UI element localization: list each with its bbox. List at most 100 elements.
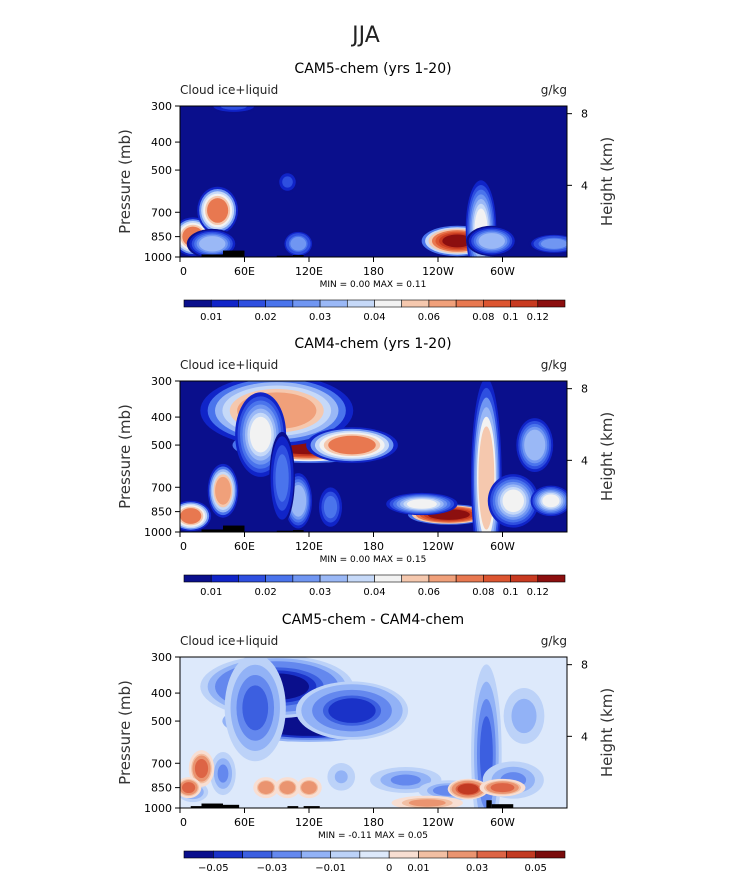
topography-block	[486, 800, 492, 808]
colorbar-swatch	[242, 850, 273, 859]
contour-band	[291, 487, 305, 514]
topography-block	[201, 803, 223, 808]
field-feature	[180, 777, 202, 799]
x-tick-label: 0	[180, 816, 187, 829]
topography-block	[292, 530, 304, 532]
x-tick-label: 60E	[234, 816, 255, 829]
contour-band	[334, 770, 348, 784]
colorbar-swatch	[265, 299, 294, 308]
x-tick-label: 60W	[490, 540, 515, 553]
colorbar-swatch	[300, 850, 331, 859]
y-tick-label: 700	[151, 206, 172, 219]
contour-band	[325, 497, 336, 517]
colorbar-label: 0.03	[309, 312, 331, 323]
colorbar-label: 0.04	[363, 587, 385, 598]
x-tick-label: 120E	[295, 816, 323, 829]
field-feature	[186, 228, 238, 257]
contour-band	[260, 783, 272, 793]
x-tick-label: 180	[363, 540, 384, 553]
colorbar-label: 0.02	[255, 312, 277, 323]
colorbar-swatch	[455, 299, 484, 308]
panel-2: CAM4-chem (yrs 1-20) Cloud ice+liquid g/kg…	[116, 336, 616, 598]
units-label: g/kg	[541, 634, 567, 648]
y-tick-label: 500	[151, 164, 172, 177]
field-plot	[180, 106, 567, 257]
y2-tick-label: 8	[581, 659, 588, 672]
colorbar: 0.01 0.02 0.03 0.04 0.06 0.08 0.1 0.12	[183, 574, 566, 598]
contour-band	[249, 416, 272, 453]
min-max-stats: MIN = 0.00 MAX = 0.15	[320, 555, 427, 565]
colorbar-swatch	[213, 850, 243, 859]
panel-3: CAM5-chem - CAM4-chem Cloud ice+liquid g/k…	[116, 612, 616, 872]
colorbar-label: −0.05	[198, 863, 229, 872]
colorbar-swatch	[183, 574, 212, 583]
colorbar-swatch	[510, 299, 539, 308]
colorbar-swatch	[292, 299, 321, 308]
colorbar-swatch	[418, 850, 449, 859]
y-tick-label: 400	[151, 411, 172, 424]
field-feature	[296, 777, 322, 799]
field-feature	[447, 778, 489, 800]
colorbar-swatch	[346, 299, 375, 308]
colorbar-label: 0.08	[472, 587, 494, 598]
contour-band	[276, 458, 288, 498]
colorbar-label: 0.06	[418, 312, 440, 323]
colorbar-swatch	[455, 574, 484, 583]
field-plot	[180, 381, 567, 532]
colorbar-swatch	[476, 850, 507, 859]
contour-band	[217, 764, 229, 783]
variable-label: Cloud ice+liquid	[180, 634, 278, 648]
colorbar-label: 0.01	[200, 312, 222, 323]
y-tick-label: 300	[151, 651, 172, 664]
topography-block	[201, 529, 223, 532]
contour-band	[526, 432, 544, 458]
colorbar-swatch	[428, 299, 457, 308]
contour-band	[201, 237, 223, 251]
y-tick-label: 1000	[144, 526, 172, 539]
colorbar-swatch	[292, 574, 321, 583]
colorbar-swatch	[330, 850, 361, 859]
contour-band	[223, 106, 245, 110]
field-feature	[224, 657, 286, 762]
colorbar-swatch	[401, 299, 430, 308]
contour-band	[328, 698, 376, 723]
y2-axis-label: Height (km)	[598, 412, 616, 501]
field-feature	[528, 233, 567, 254]
y-tick-label: 850	[151, 231, 172, 244]
y-tick-label: 300	[151, 100, 172, 113]
colorbar-label: 0.06	[418, 587, 440, 598]
contour-band	[390, 774, 421, 786]
contour-band	[492, 783, 513, 792]
colorbar-swatch	[483, 299, 511, 308]
x-tick-label: 60W	[490, 265, 515, 278]
topography-block	[223, 250, 245, 257]
y-axis-label: Pressure (mb)	[116, 129, 134, 234]
y-tick-label: 300	[151, 375, 172, 388]
y-tick-label: 500	[151, 439, 172, 452]
y-tick-label: 850	[151, 782, 172, 795]
colorbar-swatch	[319, 574, 348, 583]
contour-band	[291, 238, 305, 250]
field-feature	[269, 431, 295, 525]
field-feature	[317, 485, 344, 529]
colorbar: −0.05 −0.03 −0.01 0 0.01 0.03 0.05	[183, 850, 566, 872]
colorbar-swatch	[359, 850, 390, 859]
colorbar-swatch	[238, 574, 266, 583]
colorbar-label: 0.1	[503, 587, 519, 598]
field-feature	[208, 106, 260, 114]
contour-band	[216, 479, 230, 503]
topography-block	[223, 804, 240, 808]
colorbar: 0.01 0.02 0.03 0.04 0.06 0.08 0.1 0.12	[183, 299, 566, 323]
contour-band	[283, 177, 292, 187]
field-feature	[188, 750, 215, 787]
x-tick-label: 60W	[490, 816, 515, 829]
x-tick-label: 120W	[422, 540, 454, 553]
colorbar-swatch	[210, 299, 239, 308]
x-tick-label: 60E	[234, 265, 255, 278]
topography-block	[223, 525, 245, 532]
colorbar-swatch	[447, 850, 478, 859]
y2-axis-label: Height (km)	[598, 137, 616, 226]
topography-block	[287, 806, 299, 808]
field-feature	[180, 500, 212, 532]
colorbar-swatch	[374, 574, 403, 583]
